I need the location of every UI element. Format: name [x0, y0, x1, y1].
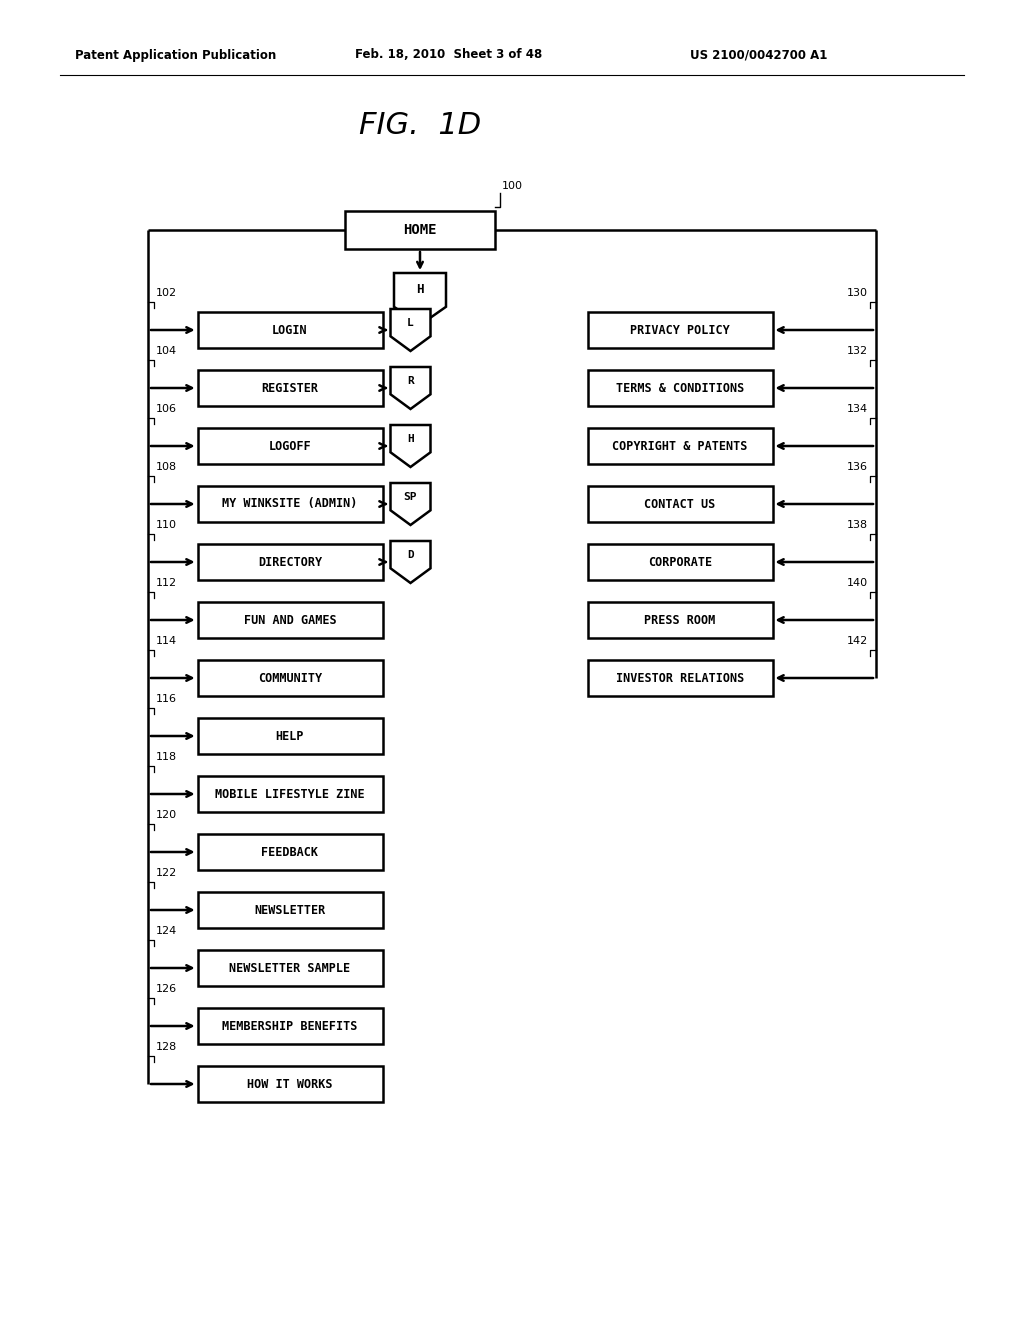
Text: COPYRIGHT & PATENTS: COPYRIGHT & PATENTS: [612, 440, 748, 453]
Bar: [198, 544, 383, 579]
Bar: [588, 486, 772, 521]
Text: MOBILE LIFESTYLE ZINE: MOBILE LIFESTYLE ZINE: [215, 788, 365, 800]
Text: NEWSLETTER SAMPLE: NEWSLETTER SAMPLE: [229, 961, 350, 974]
Text: R: R: [408, 376, 414, 385]
Text: 100: 100: [502, 181, 523, 191]
Text: MEMBERSHIP BENEFITS: MEMBERSHIP BENEFITS: [222, 1019, 357, 1032]
Bar: [588, 602, 772, 638]
Text: HOW IT WORKS: HOW IT WORKS: [247, 1077, 333, 1090]
Text: PRESS ROOM: PRESS ROOM: [644, 614, 716, 627]
Polygon shape: [390, 309, 430, 351]
Bar: [198, 602, 383, 638]
Bar: [588, 312, 772, 348]
Text: H: H: [416, 284, 424, 297]
Bar: [198, 892, 383, 928]
Text: 116: 116: [156, 694, 177, 704]
Text: MY WINKSITE (ADMIN): MY WINKSITE (ADMIN): [222, 498, 357, 511]
Text: TERMS & CONDITIONS: TERMS & CONDITIONS: [615, 381, 744, 395]
Text: 130: 130: [847, 288, 868, 298]
Text: 122: 122: [156, 869, 177, 878]
Text: 132: 132: [847, 346, 868, 356]
Polygon shape: [390, 425, 430, 467]
Text: SP: SP: [403, 491, 417, 502]
Text: 138: 138: [847, 520, 868, 531]
Text: 126: 126: [156, 983, 177, 994]
Text: 114: 114: [156, 636, 177, 645]
Text: 108: 108: [156, 462, 177, 473]
Text: 112: 112: [156, 578, 177, 587]
Text: CONTACT US: CONTACT US: [644, 498, 716, 511]
Text: 118: 118: [156, 752, 177, 762]
Text: NEWSLETTER: NEWSLETTER: [254, 903, 326, 916]
Text: H: H: [408, 434, 414, 444]
Text: 136: 136: [847, 462, 868, 473]
Text: 134: 134: [847, 404, 868, 414]
Text: HELP: HELP: [275, 730, 304, 742]
Text: INVESTOR RELATIONS: INVESTOR RELATIONS: [615, 672, 744, 685]
Text: REGISTER: REGISTER: [261, 381, 318, 395]
Text: 120: 120: [156, 810, 177, 820]
Text: FUN AND GAMES: FUN AND GAMES: [244, 614, 336, 627]
Bar: [198, 776, 383, 812]
Bar: [198, 486, 383, 521]
Text: LOGIN: LOGIN: [272, 323, 308, 337]
Text: 142: 142: [847, 636, 868, 645]
Text: Patent Application Publication: Patent Application Publication: [75, 49, 276, 62]
Text: PRIVACY POLICY: PRIVACY POLICY: [630, 323, 730, 337]
Bar: [588, 428, 772, 465]
Text: L: L: [408, 318, 414, 327]
Bar: [198, 1008, 383, 1044]
Text: 104: 104: [156, 346, 177, 356]
Bar: [198, 370, 383, 407]
Text: COMMUNITY: COMMUNITY: [258, 672, 323, 685]
Text: 110: 110: [156, 520, 177, 531]
Polygon shape: [394, 273, 446, 325]
Text: CORPORATE: CORPORATE: [648, 556, 712, 569]
Text: US 2100/0042700 A1: US 2100/0042700 A1: [690, 49, 827, 62]
Bar: [198, 950, 383, 986]
Bar: [198, 834, 383, 870]
Bar: [198, 660, 383, 696]
Bar: [198, 312, 383, 348]
Bar: [198, 428, 383, 465]
Bar: [345, 211, 495, 249]
Bar: [588, 660, 772, 696]
Text: FEEDBACK: FEEDBACK: [261, 846, 318, 858]
Text: 106: 106: [156, 404, 177, 414]
Text: LOGOFF: LOGOFF: [268, 440, 311, 453]
Polygon shape: [390, 541, 430, 583]
Text: 102: 102: [156, 288, 177, 298]
Text: 128: 128: [156, 1041, 177, 1052]
Polygon shape: [390, 367, 430, 409]
Text: HOME: HOME: [403, 223, 437, 238]
Text: D: D: [408, 549, 414, 560]
Text: 124: 124: [156, 927, 177, 936]
Bar: [588, 370, 772, 407]
Bar: [198, 718, 383, 754]
Bar: [588, 544, 772, 579]
Text: FIG.  1D: FIG. 1D: [358, 111, 481, 140]
Polygon shape: [390, 483, 430, 525]
Text: Feb. 18, 2010  Sheet 3 of 48: Feb. 18, 2010 Sheet 3 of 48: [355, 49, 543, 62]
Text: 140: 140: [847, 578, 868, 587]
Bar: [198, 1067, 383, 1102]
Text: DIRECTORY: DIRECTORY: [258, 556, 323, 569]
